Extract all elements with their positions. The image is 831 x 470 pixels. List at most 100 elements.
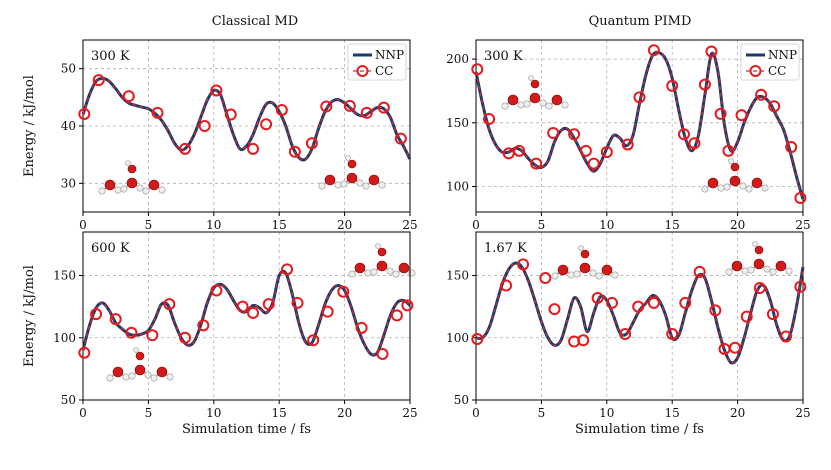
cc-marker: [794, 280, 807, 293]
cc-marker: [281, 263, 294, 276]
cc-marker: [288, 145, 301, 158]
y-tick-label: 150: [53, 269, 76, 283]
cc-marker: [735, 109, 748, 122]
cc-marker: [305, 137, 318, 150]
oxygen-atom: [127, 164, 137, 174]
cc-marker: [210, 84, 223, 97]
temperature-label: 300 K: [91, 49, 130, 64]
oxygen-atom: [126, 177, 138, 189]
y-tick-label: 50: [454, 393, 469, 407]
oxygen-atom: [346, 172, 358, 184]
hydrogen-atom: [144, 371, 152, 379]
cc-marker: [606, 296, 619, 309]
cc-marker: [714, 107, 727, 120]
y-tick-label: 100: [446, 331, 469, 345]
cc-marker: [768, 100, 781, 113]
hydrogen-atom: [120, 185, 128, 193]
oxygen-atom: [507, 94, 519, 106]
oxygen-atom: [135, 351, 145, 361]
cc-marker: [275, 103, 288, 116]
cc-marker: [247, 306, 260, 319]
cc-marker: [693, 265, 706, 278]
x-tick-label: 25: [795, 218, 810, 232]
hydrogen-atom: [578, 245, 584, 251]
x-tick-label: 5: [538, 406, 546, 420]
hydrogen-atom: [747, 266, 755, 274]
oxygen-atom: [156, 366, 168, 378]
hydrogen-atom: [551, 272, 559, 280]
cc-marker: [260, 118, 273, 131]
hydrogen-atom: [364, 269, 372, 277]
x-tick-label: 0: [472, 406, 480, 420]
oxygen-atom: [104, 179, 116, 191]
oxygen-atom: [148, 179, 160, 191]
hydrogen-atom: [567, 271, 575, 279]
cc-marker: [587, 157, 600, 170]
oxygen-atom: [134, 364, 146, 376]
x-tick-label: 0: [79, 406, 87, 420]
hydrogen-atom: [142, 187, 150, 195]
cc-marker: [320, 100, 333, 113]
hydrogen-atom: [122, 373, 130, 381]
cc-marker: [740, 310, 753, 323]
hydrogen-atom: [340, 180, 348, 188]
x-tick-label: 0: [79, 218, 87, 232]
hydrogen-atom: [362, 182, 370, 190]
cc-marker: [471, 63, 484, 76]
cc-marker: [122, 90, 135, 103]
x-tick-label: 20: [730, 406, 745, 420]
cc-marker: [547, 127, 560, 140]
series-cc-line: [475, 51, 804, 200]
cc-marker: [337, 285, 350, 298]
cc-marker: [600, 146, 613, 159]
cc-marker: [621, 138, 634, 151]
oxygen-atom: [377, 247, 387, 257]
hydrogen-atom: [386, 267, 394, 275]
molecule-illustration: [98, 160, 166, 195]
cc-marker: [125, 326, 138, 339]
legend: NNP CC: [740, 43, 800, 81]
hydrogen-atom: [763, 265, 771, 273]
x-axis-label: Simulation time / fs: [575, 422, 704, 437]
oxygen-atom: [729, 175, 741, 187]
molecule-illustration: [701, 158, 769, 193]
cc-marker: [262, 298, 275, 311]
cc-marker: [394, 132, 407, 145]
cc-marker: [321, 305, 334, 318]
hydrogen-atom: [517, 101, 525, 109]
cc-marker: [548, 303, 561, 316]
hydrogen-atom: [761, 184, 769, 192]
molecule-illustration: [348, 243, 416, 278]
x-tick-label: 15: [665, 218, 680, 232]
y-tick-label: 100: [53, 331, 76, 345]
hydrogen-atom: [589, 269, 597, 277]
cc-marker: [530, 157, 543, 170]
hydrogen-atom: [752, 241, 758, 247]
cc-marker: [794, 191, 807, 204]
cc-marker: [163, 298, 176, 311]
molecule-illustration: [551, 245, 619, 280]
x-tick-label: 20: [337, 406, 352, 420]
hydrogen-atom: [318, 182, 326, 190]
cc-marker: [78, 346, 91, 359]
cc-marker: [698, 78, 711, 91]
cc-marker: [90, 308, 103, 321]
oxygen-atom: [354, 262, 366, 274]
cc-marker: [179, 331, 192, 344]
hydrogen-atom: [133, 347, 139, 353]
hydrogen-atom: [595, 272, 603, 280]
cc-marker: [198, 120, 211, 132]
cc-marker: [151, 106, 164, 119]
axes-frame: [475, 39, 804, 213]
x-tick-label: 20: [337, 218, 352, 232]
hydrogen-atom: [166, 373, 174, 381]
hydrogen-atom: [539, 99, 547, 107]
x-tick-label: 10: [599, 406, 614, 420]
series-nnp-line: [81, 269, 411, 357]
axes-frame: [82, 231, 411, 401]
cc-marker: [785, 141, 798, 154]
cc-marker: [666, 328, 679, 341]
oxygen-atom: [730, 162, 740, 172]
legend-nnp-label: NNP: [768, 48, 797, 62]
hydrogen-atom: [128, 372, 136, 380]
